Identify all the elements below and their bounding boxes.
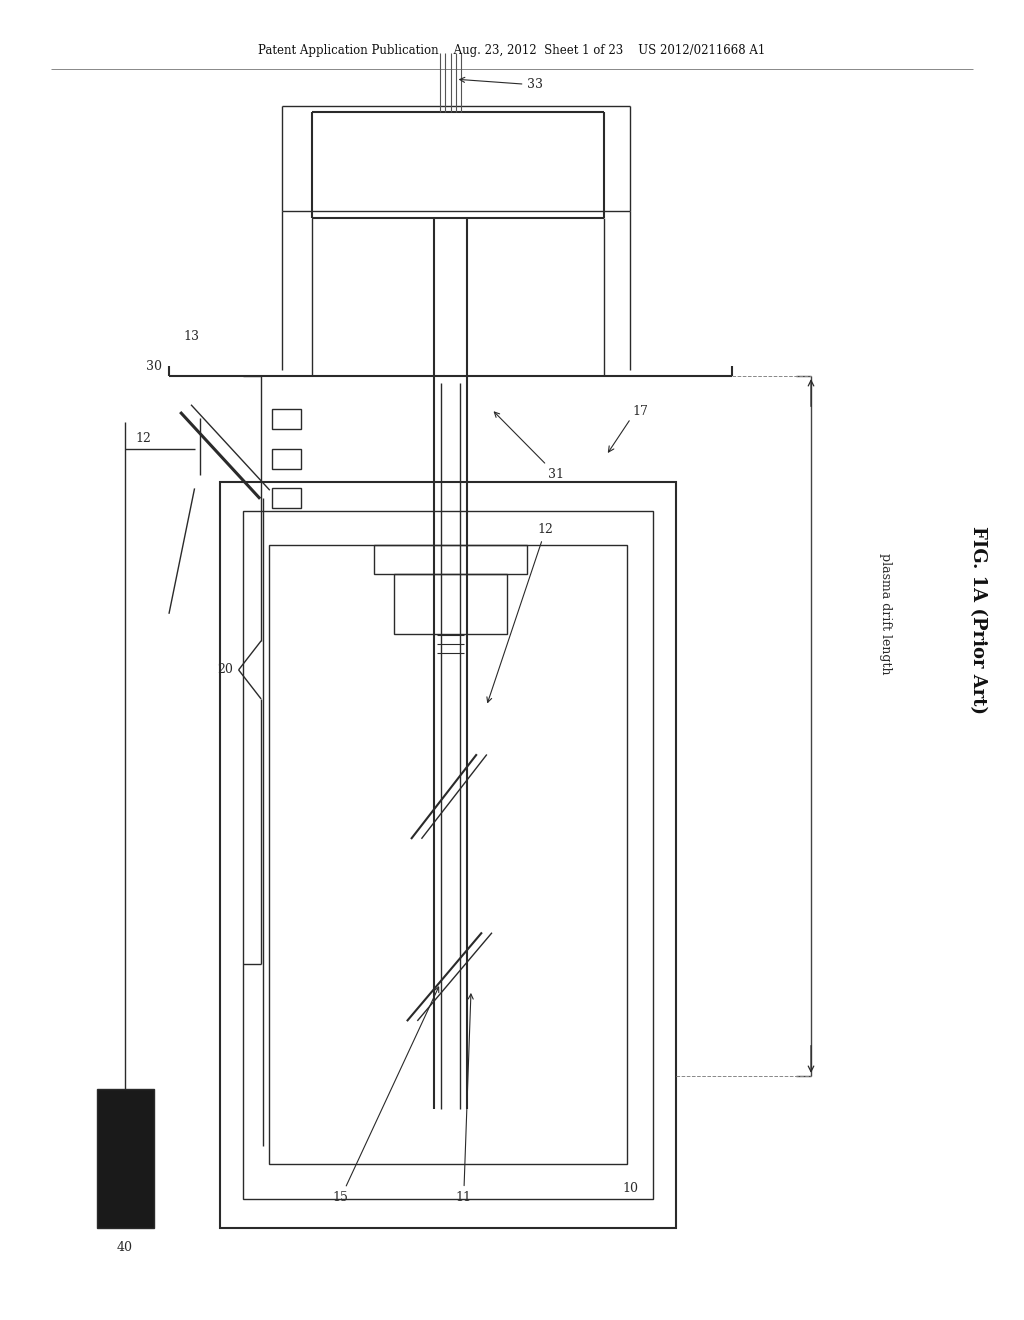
Text: FIG. 1A (Prior Art): FIG. 1A (Prior Art)	[969, 527, 987, 714]
Bar	[272, 449, 301, 469]
Text: 30: 30	[145, 360, 162, 374]
Text: Patent Application Publication    Aug. 23, 2012  Sheet 1 of 23    US 2012/021166: Patent Application Publication Aug. 23, …	[258, 44, 766, 57]
Bar	[374, 545, 527, 574]
Bar	[243, 511, 653, 1199]
Text: plasma drift length: plasma drift length	[880, 553, 892, 675]
Text: 40: 40	[117, 1241, 133, 1254]
Text: 33: 33	[460, 78, 544, 91]
Bar	[269, 545, 627, 1164]
Text: 12: 12	[135, 432, 152, 445]
Text: 10: 10	[623, 1181, 639, 1195]
Text: 15: 15	[333, 987, 439, 1204]
Text: 31: 31	[495, 412, 564, 480]
Bar	[394, 574, 507, 634]
Text: 12: 12	[486, 523, 554, 702]
Bar	[272, 409, 301, 429]
Bar	[220, 482, 676, 1228]
Bar	[97, 1089, 154, 1228]
Text: 11: 11	[456, 994, 473, 1204]
Text: 17: 17	[633, 405, 649, 418]
Bar	[272, 488, 301, 508]
Text: 13: 13	[183, 330, 200, 343]
Text: 20: 20	[217, 664, 233, 676]
